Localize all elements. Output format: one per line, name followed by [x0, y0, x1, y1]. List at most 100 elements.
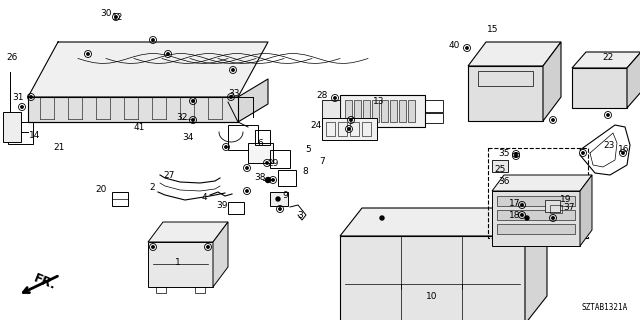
Circle shape — [152, 246, 154, 248]
Bar — [8, 122, 33, 144]
Bar — [550, 205, 562, 213]
Bar — [363, 100, 370, 122]
Polygon shape — [580, 175, 592, 246]
Polygon shape — [238, 79, 268, 122]
Text: 21: 21 — [54, 143, 65, 153]
Circle shape — [279, 208, 281, 210]
Text: 3: 3 — [297, 212, 303, 220]
Polygon shape — [340, 208, 547, 236]
Text: 41: 41 — [134, 124, 145, 132]
Polygon shape — [525, 208, 547, 320]
Circle shape — [192, 100, 194, 102]
Circle shape — [232, 69, 234, 71]
Text: 8: 8 — [302, 167, 308, 177]
Bar — [248, 143, 273, 163]
Circle shape — [192, 119, 194, 121]
Circle shape — [152, 39, 154, 41]
Text: 38: 38 — [255, 173, 266, 182]
Text: 13: 13 — [373, 98, 385, 107]
Bar — [340, 95, 425, 127]
Text: 1: 1 — [175, 258, 181, 267]
Circle shape — [272, 179, 274, 181]
Text: FR.: FR. — [32, 272, 58, 292]
Text: 27: 27 — [164, 171, 175, 180]
Polygon shape — [572, 68, 627, 108]
Bar — [278, 170, 296, 186]
Circle shape — [380, 216, 384, 220]
Text: 23: 23 — [603, 140, 614, 149]
Text: 31: 31 — [13, 93, 24, 102]
Text: 22: 22 — [602, 53, 613, 62]
Bar — [408, 100, 415, 122]
Text: 4: 4 — [202, 193, 207, 202]
Circle shape — [230, 96, 232, 98]
Text: 10: 10 — [426, 292, 438, 301]
Text: 26: 26 — [6, 52, 18, 61]
Bar — [497, 210, 575, 220]
Circle shape — [521, 214, 524, 216]
Text: 15: 15 — [487, 25, 499, 34]
Circle shape — [348, 128, 350, 130]
Text: 9: 9 — [282, 191, 288, 201]
Polygon shape — [492, 191, 580, 246]
Bar — [112, 192, 128, 206]
Polygon shape — [148, 222, 228, 242]
Bar — [338, 122, 347, 136]
Circle shape — [334, 97, 336, 99]
Circle shape — [87, 53, 89, 55]
Bar — [3, 112, 21, 142]
Circle shape — [525, 216, 529, 220]
Text: 19: 19 — [560, 196, 572, 204]
Bar — [270, 150, 290, 168]
Text: 7: 7 — [319, 157, 324, 166]
Text: 25: 25 — [495, 165, 506, 174]
Bar — [362, 122, 371, 136]
Bar — [390, 100, 397, 122]
Polygon shape — [28, 42, 268, 97]
Circle shape — [167, 53, 169, 55]
Bar — [399, 100, 406, 122]
Bar — [478, 71, 533, 86]
Text: 40: 40 — [449, 41, 460, 50]
Text: 29: 29 — [267, 158, 278, 167]
Circle shape — [515, 153, 517, 155]
Text: 6: 6 — [257, 139, 263, 148]
Polygon shape — [340, 236, 525, 320]
Text: 33: 33 — [228, 90, 239, 99]
Bar — [497, 224, 575, 234]
Circle shape — [276, 197, 280, 201]
Bar — [345, 100, 352, 122]
Polygon shape — [492, 175, 592, 191]
Text: 37: 37 — [563, 204, 575, 212]
Text: 24: 24 — [311, 122, 322, 131]
Polygon shape — [148, 242, 213, 287]
Polygon shape — [468, 66, 543, 121]
Bar — [488, 148, 588, 238]
Bar — [492, 160, 508, 172]
Circle shape — [115, 16, 117, 18]
Text: 32: 32 — [177, 114, 188, 123]
Text: 28: 28 — [317, 92, 328, 100]
Circle shape — [607, 114, 609, 116]
Circle shape — [266, 162, 268, 164]
Circle shape — [582, 152, 584, 154]
Circle shape — [552, 217, 554, 219]
Bar — [322, 118, 377, 140]
Text: 18: 18 — [509, 211, 520, 220]
Polygon shape — [28, 97, 238, 122]
Bar — [372, 100, 379, 122]
Polygon shape — [213, 222, 228, 287]
Text: 16: 16 — [618, 146, 630, 155]
Circle shape — [225, 146, 227, 148]
Circle shape — [622, 152, 624, 154]
Bar — [228, 202, 244, 214]
Polygon shape — [572, 52, 640, 68]
Text: 14: 14 — [29, 132, 40, 140]
Text: 5: 5 — [305, 146, 311, 155]
Circle shape — [246, 167, 248, 169]
Bar — [322, 100, 340, 122]
Bar — [270, 192, 288, 206]
Circle shape — [246, 190, 248, 192]
Circle shape — [515, 155, 517, 157]
Text: 39: 39 — [216, 202, 228, 211]
